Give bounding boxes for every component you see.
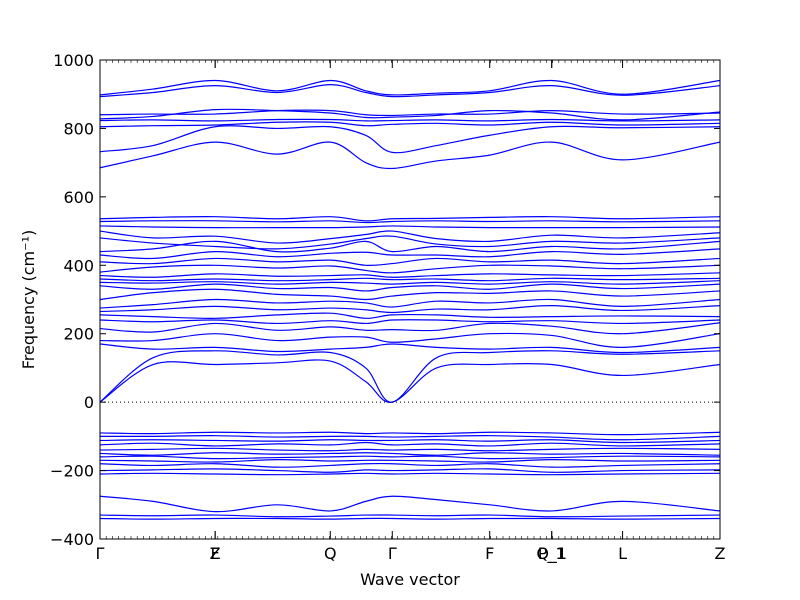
band-line-34: [99, 439, 721, 444]
band-line-4: [99, 108, 721, 121]
band-line-14: [99, 240, 721, 253]
band-line-37: [99, 452, 721, 456]
band-lines: [99, 79, 721, 520]
y-axis-ticks: −400 −200 0 200 400 600 800 1000: [50, 51, 720, 549]
band-line-22: [99, 288, 721, 301]
band-line-28: [99, 332, 721, 349]
y-tick-label: −200: [50, 462, 94, 481]
band-line-12: [99, 230, 721, 244]
band-line-23: [99, 298, 721, 309]
x-tick-label: Z: [715, 544, 726, 563]
band-line-8: [99, 141, 721, 170]
band-line-7: [99, 125, 721, 154]
x-tick-label: Γ: [96, 544, 105, 563]
band-line-11: [99, 225, 721, 229]
band-line-27: [99, 322, 721, 335]
x-tick-label: Q_1: [536, 544, 567, 564]
band-line-5: [99, 118, 721, 122]
band-line-19: [99, 277, 721, 282]
band-line-40: [99, 462, 721, 468]
x-tick-label: P_1: [538, 544, 566, 564]
band-line-31: [99, 359, 721, 403]
x-tick-label: F: [211, 544, 220, 563]
band-line-45: [99, 517, 721, 520]
band-line-10: [99, 220, 721, 224]
x-tick-label: F: [485, 544, 494, 563]
band-line-30: [99, 350, 721, 403]
band-line-24: [99, 305, 721, 314]
y-axis-label: Frequency (cm⁻¹): [19, 230, 38, 369]
x-tick-label: Z: [210, 544, 221, 563]
band-line-15: [99, 248, 721, 260]
x-tick-label: Q: [324, 544, 337, 563]
band-line-9: [99, 216, 721, 222]
band-line-36: [99, 447, 721, 452]
y-tick-label: 600: [63, 188, 94, 207]
band-line-43: [99, 495, 721, 513]
band-line-2: [99, 84, 721, 98]
band-line-42: [99, 472, 721, 476]
band-line-26: [99, 319, 721, 325]
band-line-1: [99, 79, 721, 96]
band-line-16: [99, 257, 721, 267]
x-axis-ticks: Γ FZ Q Γ F P_1Q_1 L Z: [96, 60, 726, 564]
band-line-39: [99, 459, 721, 463]
band-line-35: [99, 441, 721, 447]
y-tick-label: −400: [50, 530, 94, 549]
band-line-38: [99, 455, 721, 460]
band-line-32: [99, 431, 721, 436]
band-line-25: [99, 312, 721, 319]
y-tick-label: 0: [84, 393, 94, 412]
y-tick-label: 400: [63, 256, 94, 275]
y-tick-label: 1000: [53, 51, 94, 70]
band-line-13: [99, 235, 721, 250]
x-tick-label: Γ: [388, 544, 397, 563]
band-line-6: [99, 121, 721, 128]
x-tick-label: L: [618, 544, 627, 563]
band-line-29: [99, 343, 721, 354]
band-line-21: [99, 283, 721, 292]
band-line-33: [99, 435, 721, 441]
band-line-17: [99, 264, 721, 274]
band-line-41: [99, 468, 721, 473]
band-line-20: [99, 280, 721, 285]
x-axis-label: Wave vector: [360, 570, 460, 589]
band-line-44: [99, 514, 721, 518]
y-tick-label: 200: [63, 325, 94, 344]
y-tick-label: 800: [63, 119, 94, 138]
band-line-3: [99, 109, 721, 117]
band-line-18: [99, 272, 721, 278]
